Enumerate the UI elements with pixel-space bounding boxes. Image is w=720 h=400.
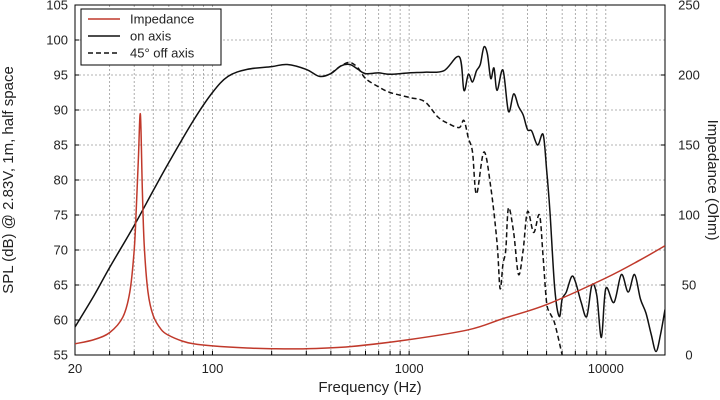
x-tick-label: 20 xyxy=(68,361,82,376)
y-axis-right-title: Impedance (Ohm) xyxy=(704,120,720,241)
y-right-tick-label: 150 xyxy=(678,138,700,153)
y-left-tick-label: 65 xyxy=(54,278,68,293)
x-axis-title: Frequency (Hz) xyxy=(318,379,421,396)
y-left-tick-label: 95 xyxy=(54,68,68,83)
y-axis-left-title: SPL (dB) @ 2.83V, 1m, half space xyxy=(0,66,17,294)
series-line-impedance xyxy=(75,113,665,350)
y-left-tick-label: 100 xyxy=(46,33,68,48)
y-left-tick-label: 105 xyxy=(46,0,68,13)
y-right-tick-label: 50 xyxy=(682,278,696,293)
x-tick-label: 1000 xyxy=(395,361,424,376)
y-left-tick-label: 90 xyxy=(54,103,68,118)
x-tick-label: 100 xyxy=(202,361,224,376)
y-left-tick-label: 70 xyxy=(54,243,68,258)
y-left-tick-label: 85 xyxy=(54,138,68,153)
y-left-tick-label: 55 xyxy=(54,348,68,363)
series xyxy=(75,45,665,355)
y-right-tick-label: 100 xyxy=(678,208,700,223)
y-right-tick-label: 250 xyxy=(678,0,700,13)
y-right-tick-label: 200 xyxy=(678,68,700,83)
y-left-tick-label: 60 xyxy=(54,313,68,328)
legend-label-45-off-axis: 45° off axis xyxy=(130,46,195,61)
legend-label-on-axis: on axis xyxy=(130,29,172,44)
y-right-tick-label: 0 xyxy=(685,348,692,363)
x-tick-label: 10000 xyxy=(588,361,624,376)
series-line-45-off-axis xyxy=(330,61,563,355)
axis-ticks: 55 60 65 70 75 80 85 90 95 100 105 0 50 100 150 200 250 2… xyxy=(46,0,700,376)
y-left-tick-label: 75 xyxy=(54,208,68,223)
y-left-tick-label: 80 xyxy=(54,173,68,188)
series-line-on-axis xyxy=(75,45,665,353)
legend: Impedance on axis 45° off axis xyxy=(80,8,222,66)
legend-label-impedance: Impedance xyxy=(130,12,194,27)
